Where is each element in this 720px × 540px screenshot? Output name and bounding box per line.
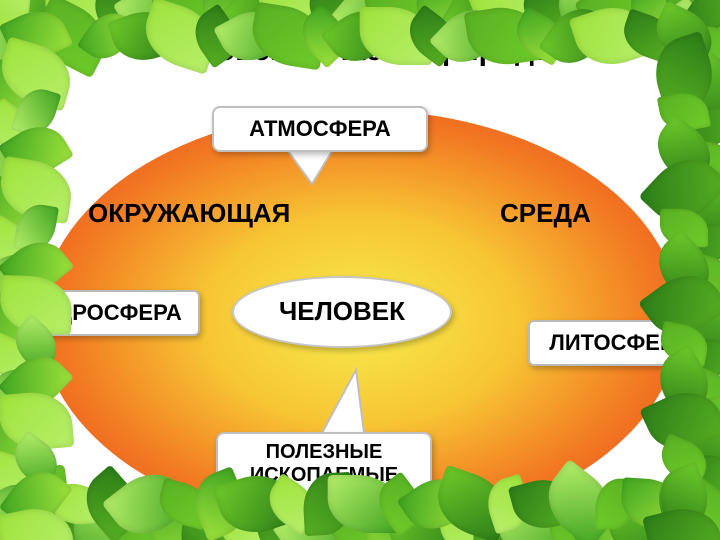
diagram-stage: Человек — часть природы ОКРУЖАЮЩАЯ СРЕДА… bbox=[0, 0, 720, 540]
leaf-icon bbox=[0, 467, 43, 540]
leaf-icon bbox=[657, 89, 711, 136]
leaf-icon bbox=[598, 490, 687, 540]
box-human: ЧЕЛОВЕК bbox=[232, 276, 452, 348]
leaf-icon bbox=[0, 97, 41, 157]
leaf-icon bbox=[679, 140, 720, 191]
leaf-icon bbox=[0, 501, 77, 540]
leaf-icon bbox=[679, 97, 720, 158]
leaf-icon bbox=[0, 395, 55, 477]
leaf-icon bbox=[651, 462, 717, 535]
box-lithosphere-text: ЛИТОСФЕРА bbox=[549, 330, 688, 355]
leaf-icon bbox=[0, 115, 74, 188]
leaf-icon bbox=[0, 449, 39, 500]
leaf-icon bbox=[0, 360, 44, 435]
leaf-icon bbox=[0, 214, 40, 272]
leaf-icon bbox=[642, 500, 720, 540]
leaf-icon bbox=[0, 0, 31, 37]
leaf-icon bbox=[0, 170, 50, 239]
box-atmosphere-text: АТМОСФЕРА bbox=[249, 116, 391, 141]
leaf-icon bbox=[0, 460, 73, 537]
leaf-icon bbox=[675, 251, 720, 312]
label-sreda: СРЕДА bbox=[500, 198, 591, 229]
leaf-icon bbox=[595, 478, 637, 530]
leaf-icon bbox=[678, 499, 720, 540]
leaf-icon bbox=[673, 363, 720, 432]
leaf-icon bbox=[651, 500, 704, 540]
leaf-icon bbox=[539, 497, 602, 540]
box-hydrosphere-text: ГИДРОСФЕРА bbox=[28, 300, 181, 325]
leaf-icon bbox=[11, 84, 62, 141]
leaf-icon bbox=[518, 0, 578, 36]
box-hydrosphere: ГИДРОСФЕРА bbox=[10, 290, 200, 336]
leaf-icon bbox=[665, 158, 720, 250]
leaf-icon bbox=[646, 114, 720, 188]
leaf-icon bbox=[567, 493, 646, 540]
leaf-icon bbox=[73, 464, 151, 540]
leaf-icon bbox=[7, 464, 73, 540]
leaf-icon bbox=[0, 331, 40, 386]
page-title: Человек — часть природы bbox=[0, 34, 720, 68]
leaf-icon bbox=[655, 433, 714, 487]
leaf-icon bbox=[30, 499, 101, 540]
leaf-icon bbox=[660, 209, 708, 247]
leaf-icon bbox=[0, 127, 48, 204]
leaf-icon bbox=[638, 144, 720, 236]
leaf-icon bbox=[679, 214, 720, 272]
box-minerals: ПОЛЕЗНЫЕ ИСКОПАЕМЫЕ bbox=[216, 432, 432, 496]
leaf-icon bbox=[619, 477, 684, 531]
leaf-icon bbox=[0, 477, 42, 540]
leaf-icon bbox=[0, 155, 76, 223]
box-lithosphere: ЛИТОСФЕРА bbox=[528, 320, 710, 366]
leaf-icon bbox=[5, 430, 66, 489]
leaf-icon bbox=[61, 485, 144, 540]
leaf-icon bbox=[13, 201, 59, 255]
leaf-icon bbox=[49, 482, 103, 526]
leaf-icon bbox=[683, 451, 720, 498]
box-minerals-text: ПОЛЕЗНЫЕ ИСКОПАЕМЫЕ bbox=[250, 441, 398, 487]
leaf-icon bbox=[644, 458, 720, 540]
leaf-icon bbox=[0, 498, 63, 540]
leaf-icon bbox=[672, 476, 720, 540]
leaf-icon bbox=[671, 392, 720, 478]
label-okruzhayushchaya: ОКРУЖАЮЩАЯ bbox=[88, 198, 290, 229]
box-atmosphere: АТМОСФЕРА bbox=[212, 106, 428, 152]
box-human-text: ЧЕЛОВЕК bbox=[279, 297, 405, 327]
leaf-icon bbox=[107, 502, 169, 540]
leaf-icon bbox=[629, 0, 684, 33]
